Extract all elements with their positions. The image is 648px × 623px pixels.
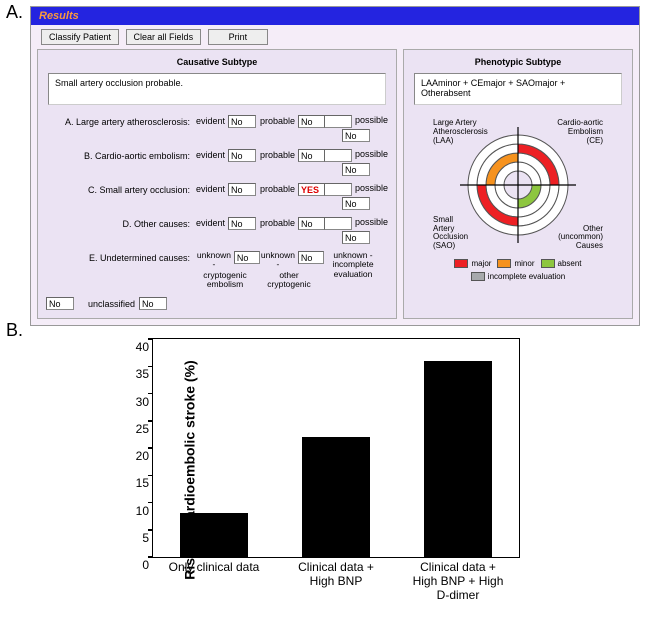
criteria-label: A. Large artery atherosclerosis:: [46, 115, 196, 127]
possible-lower[interactable]: No: [342, 129, 370, 142]
causative-panel: Causative Subtype Small artery occlusion…: [37, 49, 397, 319]
quad-bl: SmallArteryOcclusion(SAO): [433, 216, 468, 251]
possible-upper[interactable]: [324, 183, 352, 196]
possible-upper[interactable]: [324, 217, 352, 230]
possible-lower[interactable]: No: [342, 231, 370, 244]
possible-lower[interactable]: No: [342, 163, 370, 176]
unclassified-label: unclassified: [88, 299, 135, 309]
ytick-label: 0: [123, 558, 149, 572]
criteria-row: A. Large artery atherosclerosis:evidentN…: [42, 115, 392, 142]
bullseye: Large ArteryAtherosclerosis(LAA) Cardio-…: [433, 115, 603, 255]
probable-val[interactable]: No: [298, 149, 326, 162]
evident-val[interactable]: No: [228, 217, 256, 230]
quad-tr: Cardio-aorticEmbolism(CE): [557, 119, 603, 145]
e-c1-val[interactable]: No: [234, 251, 260, 264]
probable-val[interactable]: No: [298, 217, 326, 230]
quad-br: Other(uncommon)Causes: [558, 225, 603, 251]
classify-button[interactable]: Classify Patient: [41, 29, 119, 45]
probable-val[interactable]: YES: [298, 183, 326, 196]
possible-upper[interactable]: [324, 115, 352, 128]
phenotypic-title: Phenotypic Subtype: [408, 54, 628, 73]
panel-b-label: B.: [6, 320, 23, 341]
bar: [180, 513, 247, 557]
possible-lower[interactable]: No: [342, 197, 370, 210]
clear-button[interactable]: Clear all Fields: [126, 29, 202, 45]
ytick-label: 40: [123, 340, 149, 354]
evident-val[interactable]: No: [228, 183, 256, 196]
phenotypic-panel: Phenotypic Subtype LAAminor + CEmajor + …: [403, 49, 633, 319]
causative-result: Small artery occlusion probable.: [48, 73, 386, 105]
ytick-label: 20: [123, 449, 149, 463]
causative-title: Causative Subtype: [42, 54, 392, 73]
legend-item: major: [454, 259, 491, 268]
ytick-label: 15: [123, 476, 149, 490]
results-header: Results: [31, 7, 639, 25]
ytick-label: 10: [123, 504, 149, 518]
criteria-label: B. Cardio-aortic embolism:: [46, 149, 196, 161]
plot-area: 0510152025303540Only clinical dataClinic…: [152, 338, 520, 558]
criteria-label: D. Other causes:: [46, 217, 196, 229]
criteria-label: C. Small artery occlusion:: [46, 183, 196, 195]
e-c1-label: unknown -: [196, 251, 232, 270]
legend: major minor absent incomplete evaluation: [408, 259, 628, 283]
ytick-label: 30: [123, 395, 149, 409]
e-c3-label: unknown - incomplete evaluation: [324, 251, 382, 279]
probable-val[interactable]: No: [298, 115, 326, 128]
bottom-row: No unclassified No: [42, 297, 392, 314]
print-button[interactable]: Print: [208, 29, 269, 45]
quad-tl: Large ArteryAtherosclerosis(LAA): [433, 119, 488, 145]
criteria-row: B. Cardio-aortic embolism:evidentNoproba…: [42, 149, 392, 176]
phenotypic-result: LAAminor + CEmajor + SAOmajor + Otherabs…: [414, 73, 622, 105]
legend-item: absent: [541, 259, 582, 268]
x-label: Only clinical data: [153, 561, 275, 575]
panel-a-label: A.: [6, 2, 23, 23]
evident-val[interactable]: No: [228, 149, 256, 162]
criteria-row-e: E. Undetermined causes: unknown -Nocrypt…: [42, 251, 392, 290]
criteria-e-label: E. Undetermined causes:: [46, 251, 196, 263]
chart-b: Risk of Cardioembolic stroke (%) 0510152…: [90, 330, 530, 610]
bar: [302, 437, 369, 557]
bottom-left-val[interactable]: No: [46, 297, 74, 310]
criteria-row: D. Other causes:evidentNoprobableNopossi…: [42, 217, 392, 244]
e-c2-val[interactable]: No: [298, 251, 324, 264]
results-panel: Results Classify Patient Clear all Field…: [30, 6, 640, 326]
legend-item: incomplete evaluation: [471, 272, 565, 281]
ytick-label: 35: [123, 367, 149, 381]
possible-upper[interactable]: [324, 149, 352, 162]
ytick-label: 25: [123, 422, 149, 436]
button-row: Classify Patient Clear all Fields Print: [31, 25, 639, 49]
legend-item: minor: [497, 259, 534, 268]
e-c2-label: unknown -: [260, 251, 296, 270]
evident-val[interactable]: No: [228, 115, 256, 128]
ytick-label: 5: [123, 531, 149, 545]
x-label: Clinical data +High BNP + HighD-dimer: [397, 561, 519, 602]
unclassified-val[interactable]: No: [139, 297, 167, 310]
x-label: Clinical data +High BNP: [275, 561, 397, 589]
criteria-row: C. Small artery occlusion:evidentNoproba…: [42, 183, 392, 210]
bar: [424, 361, 491, 557]
